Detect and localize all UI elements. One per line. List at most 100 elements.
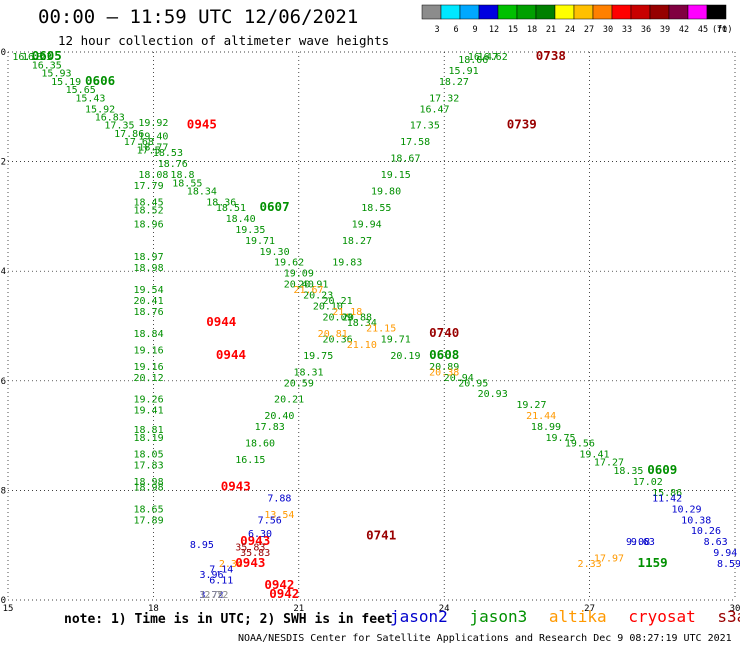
data-point-label: 16.23 — [22, 52, 52, 63]
data-point-label: 18.8 — [170, 170, 194, 181]
data-point-label: 18.27 — [439, 77, 469, 88]
data-point-label: 0944 — [216, 347, 246, 362]
data-point-label: 20.81 — [318, 329, 348, 340]
data-point-label: 16.47 — [419, 104, 449, 115]
data-point-label: 21.18 — [332, 307, 362, 318]
data-point-label: 19.80 — [371, 186, 401, 197]
data-point-label: 18.60 — [245, 439, 275, 450]
legend-value: 30 — [603, 25, 613, 35]
data-point-label: 0609 — [647, 462, 677, 477]
data-point-label: 19.75 — [303, 351, 333, 362]
data-point-label: 1159 — [638, 555, 668, 570]
data-point-label: 8.95 — [190, 540, 214, 551]
x-tick-label: 24 — [439, 604, 450, 614]
data-point-label: 10.26 — [691, 526, 721, 537]
legend-value: 9 — [472, 25, 477, 35]
data-point-label: 18.55 — [361, 203, 391, 214]
data-point-label: 15.43 — [75, 93, 105, 104]
data-point-label: 21.15 — [366, 323, 396, 334]
legend-value: 70 — [717, 25, 727, 35]
chart-subtitle: 12 hour collection of altimeter wave hei… — [58, 33, 390, 48]
data-point-label: 9.63 — [631, 537, 655, 548]
data-point-label: 18.35 — [613, 466, 643, 477]
data-point-label: 0943 — [235, 555, 265, 570]
data-point-label: 0942 — [269, 586, 299, 601]
data-point-label: 20.36 — [323, 334, 353, 345]
data-point-label: 20.94 — [444, 373, 474, 384]
data-point-label: 17.58 — [400, 137, 430, 148]
data-point-label: 20.09 — [323, 313, 353, 324]
satellite-altika: altika — [548, 607, 607, 626]
satellite-jason2: jason2 — [390, 607, 448, 626]
data-point-label: 16.15 — [235, 455, 265, 466]
data-point-label: 18.98 — [133, 477, 163, 488]
data-point-label: 7.14 — [209, 565, 233, 576]
x-tick-label: 27 — [584, 604, 595, 614]
legend-swatch — [592, 4, 613, 20]
data-point-label: 19.71 — [381, 334, 411, 345]
legend-value: 45 — [698, 25, 708, 35]
data-point-label: 10.38 — [681, 515, 711, 526]
data-point-label: 0738 — [536, 48, 566, 63]
data-point-label: 20.93 — [478, 389, 508, 400]
data-point-label: 19.15 — [381, 170, 411, 181]
data-point-label: 17.68 — [124, 137, 154, 148]
data-point-label: 20.38 — [429, 367, 459, 378]
data-point-label: 16.18 — [12, 52, 42, 63]
data-point-label: 18.77 — [138, 143, 168, 154]
legend-value: 36 — [641, 25, 651, 35]
legend-swatch — [706, 4, 727, 20]
credit-line: NOAA/NESDIS Center for Satellite Applica… — [238, 633, 732, 644]
data-point-label: 17.35 — [104, 121, 134, 132]
legend-value: 12 — [489, 25, 499, 35]
data-point-label: 19.41 — [133, 406, 163, 417]
data-point-label: 0944 — [206, 314, 236, 329]
data-point-label: 20.89 — [429, 362, 459, 373]
legend-swatch — [459, 4, 480, 20]
data-point-label: 19.27 — [516, 400, 546, 411]
data-point-label: 11.42 — [652, 493, 682, 504]
data-point-label: 0943 — [240, 533, 270, 548]
data-point-label: 18.76 — [133, 307, 163, 318]
data-point-label: 19.16 — [133, 345, 163, 356]
y-tick-label: -58 — [0, 486, 6, 496]
data-point-label: 18.06 — [458, 55, 488, 66]
data-point-label: 18.53 — [153, 148, 183, 159]
data-point-label: 0606 — [85, 73, 115, 88]
color-legend: 3 6 9 12 15 18 21 24 27 30 33 36 39 42 45 70(ft) — [421, 4, 732, 35]
data-point-label: 19.83 — [332, 258, 362, 269]
legend-value: 39 — [660, 25, 670, 35]
legend-swatch — [478, 4, 499, 20]
data-point-label: 17.79 — [133, 181, 163, 192]
data-point-label: 19.56 — [565, 439, 595, 450]
legend-value: 15 — [508, 25, 518, 35]
satellite-jason3: jason3 — [469, 607, 528, 626]
data-point-label: 15.86 — [652, 488, 682, 499]
legend-swatch — [421, 4, 442, 20]
legend-swatch — [554, 4, 575, 20]
data-point-label: 18.36 — [206, 197, 236, 208]
data-point-label: 19.41 — [579, 450, 609, 461]
data-point-label: 18.34 — [187, 186, 217, 197]
legend-unit: (ft) — [712, 25, 732, 35]
legend-swatch — [649, 4, 670, 20]
data-point-label: 18.45 — [133, 197, 163, 208]
data-point-label: 19.35 — [235, 225, 265, 236]
satellite-cryosat: cryosat — [628, 607, 696, 626]
data-point-label: 3.72 — [200, 590, 224, 601]
data-point-label: 18.52 — [133, 206, 163, 217]
data-point-label: 18.05 — [133, 450, 163, 461]
data-point-label: 9.94 — [713, 548, 737, 559]
legend-swatch — [535, 4, 556, 20]
data-point-label: 0741 — [366, 528, 396, 543]
data-point-label: 0607 — [260, 199, 290, 214]
data-point-label: 15.19 — [51, 77, 81, 88]
legend-value: 21 — [546, 25, 556, 35]
y-tick-label: -52 — [0, 158, 6, 168]
data-point-label: 20.91 — [298, 280, 328, 291]
data-point-label: 18.34 — [347, 318, 377, 329]
legend-swatch — [611, 4, 632, 20]
data-point-label: 17.97 — [594, 554, 624, 565]
data-point-label: 0945 — [187, 117, 217, 132]
data-point-label: 18.99 — [531, 422, 561, 433]
